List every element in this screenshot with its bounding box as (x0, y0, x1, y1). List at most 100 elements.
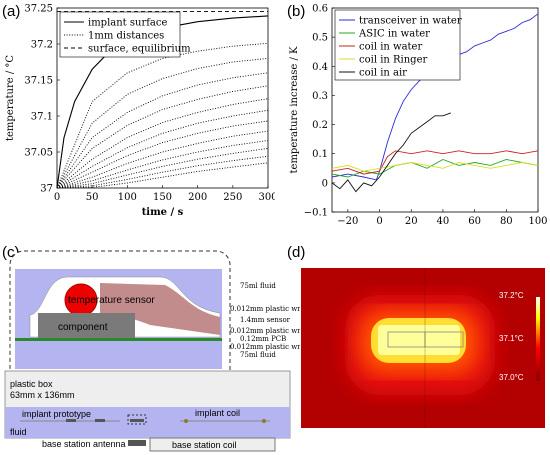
x-tick-label: 60 (468, 216, 481, 225)
y-tick-label: 0.3 (312, 91, 328, 102)
series-line (56, 140, 269, 189)
legend-box (334, 9, 461, 81)
label-plastic-wrap-top: 0.012mm plastic wrap (230, 305, 300, 313)
plastic-box-label: plastic box (10, 379, 53, 389)
series-line (56, 162, 269, 189)
fluid-label: fluid (10, 427, 27, 437)
panel-d: (d) 37.2°C 37.1°C 37.0°C (287, 244, 545, 428)
legend-label: implant surface (88, 18, 167, 29)
fluid-region-zoom-lower (15, 341, 222, 369)
x-tick-label: −20 (337, 216, 358, 225)
legend-label: coil in air (359, 68, 407, 79)
series-line (331, 112, 451, 193)
x-axis-label: time / s (142, 207, 184, 218)
y-tick-label: 0.6 (312, 4, 328, 15)
legend-label: 1mm distances (88, 31, 164, 42)
colorbar-label-top: 37.2°C (499, 291, 524, 300)
series-line (56, 98, 269, 189)
legend-a: implant surface 1mm distances surface, equ… (59, 11, 191, 58)
implant-zoom-box (127, 414, 147, 425)
y-tick-label: 0.4 (312, 62, 328, 73)
panel-c: (c) temperature sensor component 75ml fl… (2, 244, 300, 452)
x-tick-label: 80 (500, 216, 513, 225)
panel-a-label: (a) (2, 3, 20, 20)
plot-frame (331, 7, 539, 213)
colorbar (536, 297, 540, 381)
series-line (331, 159, 539, 178)
label-plastic-wrap-bot: 0.012mm plastic wrap (230, 343, 300, 351)
y-tick-label: 37.25 (24, 4, 53, 15)
label-pcb: 0.12mm PCB (240, 335, 286, 343)
panel-a: (a) 0 50 100 150 200 250 300 37 37.05 37.1 37.15 37… (2, 3, 275, 219)
implant-outline (387, 331, 464, 348)
series-line (331, 150, 539, 175)
series-line (56, 57, 269, 189)
pcb-layer (15, 338, 222, 341)
x-tick-label: 200 (188, 192, 207, 203)
y-axis-label: temperature / °C (5, 55, 16, 141)
x-tick-label: 50 (86, 192, 99, 203)
y-tick-label: 0 (322, 178, 328, 189)
y-tick-label: 37.15 (24, 76, 53, 87)
component-block (38, 313, 135, 338)
panel-b-label: (b) (287, 3, 305, 20)
x-tick-label: 40 (437, 216, 450, 225)
y-tick-label: 0.5 (312, 33, 328, 44)
series-line (56, 109, 269, 189)
y-axis-label: temperature increase / K (289, 46, 300, 173)
implant-coil-core (130, 419, 144, 422)
base-station-coil (149, 437, 276, 452)
heatmap-core (378, 325, 460, 355)
y-tick-label: −0.1 (304, 208, 328, 219)
label-75ml-fluid-bot: 75ml fluid (240, 351, 276, 359)
legend-label: ASIC in water (358, 29, 430, 40)
temperature-sensor-label: temperature sensor (68, 295, 155, 306)
label-sensor: 1.4mm sensor (240, 316, 291, 324)
plastic-box-size: 63mm x 136mm (10, 390, 75, 400)
implant-coil-label: implant coil (195, 408, 240, 418)
x-tick-label: 100 (528, 216, 547, 225)
series-line (56, 120, 269, 189)
x-tick-label: 0 (376, 216, 382, 225)
implant-coil-dot-left (184, 419, 188, 423)
chart-b: −20020406080100−0.100.10.20.30.40.50.6ti… (289, 4, 548, 226)
legend-label: coil in water (359, 42, 422, 53)
implant-block-1 (66, 419, 76, 422)
legend-b: transceiver in water ASIC in water coil in… (334, 9, 462, 81)
sensor-body (100, 283, 220, 335)
base-station-coil-label: base station coil (172, 440, 237, 450)
x-tick-label: 150 (153, 192, 172, 203)
x-tick-label: 20 (405, 216, 418, 225)
y-tick-label: 37 (40, 184, 53, 195)
y-tick-label: 37.1 (31, 112, 53, 123)
series-line (56, 155, 269, 189)
implant-coil-dot-right (262, 419, 266, 423)
series-line (56, 85, 269, 189)
colorbar-label-bot: 37.0°C (499, 373, 524, 382)
legend-label: surface, equilibrium (88, 44, 191, 55)
component-label: component (58, 322, 108, 333)
implant-prototype-label: implant prototype (22, 409, 91, 419)
legend-label: transceiver in water (359, 16, 462, 27)
base-station-antenna (128, 440, 146, 446)
implant-block-2 (95, 419, 105, 422)
label-75ml-fluid-top: 75ml fluid (240, 282, 276, 290)
y-tick-label: 0.1 (312, 149, 328, 160)
series-line (56, 72, 269, 189)
panel-b: (b) −20 0 20 40 60 80 100 −0.1 0 0.1 0.2 0.3 0.4 0.5 0… (287, 3, 548, 226)
legend-box (59, 11, 181, 58)
colorbar-label-mid: 37.1°C (499, 334, 524, 343)
series-line (56, 130, 269, 189)
legend-label: coil in Ringer (359, 55, 428, 66)
label-plastic-wrap-mid: 0.012mm plastic wrap (230, 327, 300, 335)
x-tick-label: 100 (118, 192, 137, 203)
y-tick-label: 37.2 (31, 40, 53, 51)
series-line (331, 162, 539, 172)
panel-d-label: (d) (287, 244, 305, 261)
chart-a: 0 50 100 150 200 250 300 37 37.05 37.1 37.15 37.2 37… (5, 4, 275, 219)
x-tick-label: 250 (223, 192, 242, 203)
x-tick-label: 300 (258, 192, 275, 203)
y-tick-label: 0.2 (312, 120, 328, 131)
x-tick-label: 0 (54, 192, 60, 203)
base-station-antenna-label: base station antenna (42, 439, 126, 449)
